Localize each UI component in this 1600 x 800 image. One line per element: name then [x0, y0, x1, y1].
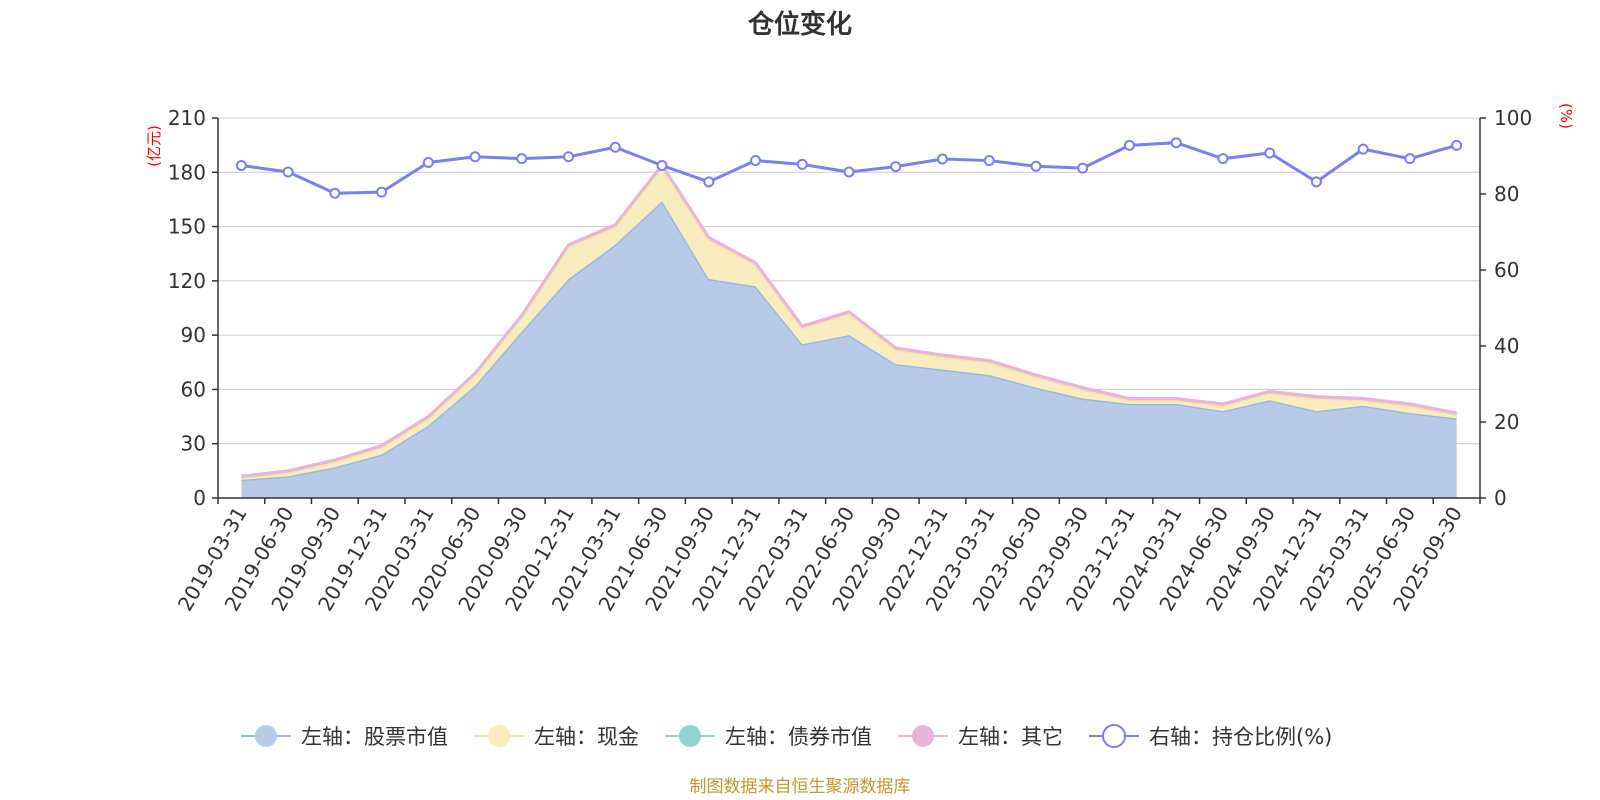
left-tick-label: 90 — [181, 323, 206, 347]
legend-label: 左轴：其它 — [958, 725, 1063, 749]
ratio-point — [516, 153, 528, 165]
legend-item[interactable]: 右轴：持仓比例(%) — [1089, 724, 1332, 749]
ratio-point — [1264, 147, 1276, 159]
left-tick-label: 60 — [181, 377, 206, 401]
legend-item[interactable]: 左轴：现金 — [474, 725, 639, 749]
data-source-footer: 制图数据来自恒生聚源数据库 — [690, 777, 911, 797]
legend-label: 左轴：股票市值 — [301, 725, 448, 749]
right-tick-label: 40 — [1494, 334, 1519, 358]
area-左轴：股票市值 — [241, 201, 1457, 498]
ratio-point — [843, 166, 855, 178]
left-tick-label: 30 — [181, 432, 206, 456]
ratio-point — [282, 166, 294, 178]
legend-label: 左轴：债券市值 — [725, 725, 872, 749]
ratio-point — [469, 151, 481, 163]
ratio-point — [936, 153, 948, 165]
ratio-line — [235, 137, 1463, 199]
ratio-point — [609, 141, 621, 153]
ratio-point — [1170, 137, 1182, 149]
ratio-point — [329, 187, 341, 199]
right-tick-label: 0 — [1494, 486, 1507, 510]
legend-swatch-marker — [255, 725, 277, 747]
ratio-point — [235, 160, 247, 171]
left-tick-label: 150 — [168, 215, 206, 239]
legend-swatch-marker — [912, 725, 934, 747]
legend-swatch-marker — [488, 725, 510, 747]
ratio-point — [983, 155, 995, 167]
left-tick-label: 0 — [193, 486, 206, 510]
ratio-point — [376, 186, 388, 198]
ratio-point — [1451, 139, 1463, 151]
ratio-point — [890, 161, 902, 173]
chart-title: 仓位变化 — [747, 9, 852, 40]
right-tick-label: 20 — [1494, 410, 1519, 434]
right-tick-label: 60 — [1494, 258, 1519, 282]
legend-label: 左轴：现金 — [534, 725, 639, 749]
stacked-areas — [241, 162, 1457, 498]
ratio-point — [422, 156, 434, 168]
legend[interactable]: 左轴：股票市值 左轴：现金 左轴：债券市值 左轴：其它 右轴：持仓比例(%) — [241, 724, 1332, 749]
legend-item[interactable]: 左轴：其它 — [898, 725, 1063, 749]
ratio-point — [1077, 162, 1089, 174]
legend-swatch-marker — [1102, 724, 1126, 748]
ratio-point — [1030, 160, 1042, 172]
right-axis-unit: (%) — [1557, 103, 1575, 129]
ratio-point — [1404, 153, 1416, 165]
ratio-point — [796, 158, 808, 170]
ratio-point — [1310, 176, 1322, 188]
ratio-point — [703, 176, 715, 188]
ratio-point — [1217, 153, 1229, 165]
ratio-point — [563, 151, 575, 163]
right-tick-label: 80 — [1494, 182, 1519, 206]
ratio-point — [750, 155, 762, 167]
legend-item[interactable]: 左轴：债券市值 — [665, 725, 872, 749]
legend-item[interactable]: 左轴：股票市值 — [241, 725, 448, 749]
left-tick-label: 210 — [168, 106, 206, 130]
left-axis-unit: (亿元) — [145, 125, 163, 167]
ratio-point — [1123, 139, 1135, 151]
legend-swatch-marker — [679, 725, 701, 747]
area-edge-左轴：其它 — [241, 162, 1457, 478]
right-tick-label: 100 — [1494, 106, 1532, 130]
left-tick-label: 180 — [168, 160, 206, 184]
left-tick-label: 120 — [168, 269, 206, 293]
ratio-point — [656, 160, 668, 171]
ratio-point — [1357, 143, 1369, 155]
legend-label: 右轴：持仓比例(%) — [1149, 725, 1332, 749]
